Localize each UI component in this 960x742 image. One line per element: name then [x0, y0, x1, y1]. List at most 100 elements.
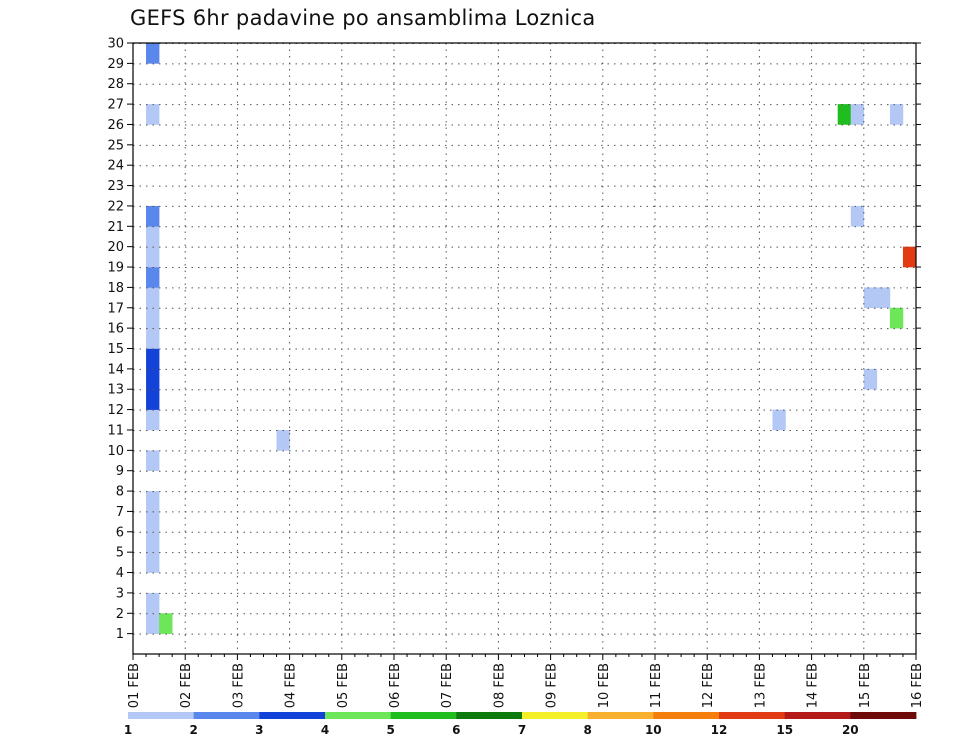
heatmap-cell	[146, 491, 160, 512]
y-tick-label: 21	[107, 220, 124, 235]
y-tick-label: 28	[107, 77, 124, 92]
heatmap-cell	[863, 368, 878, 390]
heatmap-cell	[146, 531, 160, 553]
heatmap-cells	[146, 43, 917, 634]
y-tick-label: 30	[107, 37, 124, 52]
legend-label: 10	[645, 723, 662, 737]
y-tick-label: 3	[116, 586, 124, 601]
legend-color-swatch	[259, 712, 326, 719]
heatmap-cell	[146, 409, 160, 431]
heatmap-cell	[889, 307, 904, 329]
heatmap-cell	[146, 511, 160, 533]
x-tick-label: 10 FEB	[597, 663, 612, 708]
y-tick-label: 12	[107, 403, 124, 418]
legend-color-swatch	[653, 712, 720, 719]
legend-label: 1	[124, 723, 132, 737]
legend-label: 7	[518, 723, 526, 737]
heatmap-cell	[876, 287, 891, 309]
heatmap-cell	[146, 104, 160, 125]
heatmap-cell	[146, 613, 160, 634]
y-tick-label: 14	[107, 362, 124, 377]
x-tick-label: 13 FEB	[753, 663, 768, 708]
legend-color-swatch	[193, 712, 260, 719]
y-tick-label: 20	[107, 240, 124, 255]
legend-color-swatch	[587, 712, 654, 719]
legend-label: 5	[387, 723, 395, 737]
x-tick-label: 11 FEB	[649, 663, 664, 708]
y-tick-label: 27	[107, 98, 124, 113]
y-tick-label: 17	[107, 301, 124, 316]
heatmap-cell	[850, 205, 865, 227]
y-tick-label: 10	[107, 444, 124, 459]
y-tick-label: 7	[116, 505, 124, 520]
y-tick-label: 1	[116, 627, 124, 642]
y-tick-label: 15	[107, 342, 124, 357]
y-tick-label: 13	[107, 383, 124, 398]
heatmap-cell	[863, 287, 878, 309]
legend-color-swatch	[719, 712, 786, 719]
heatmap-cell	[146, 246, 160, 268]
x-tick-label: 12 FEB	[701, 663, 716, 708]
heatmap-cell	[889, 104, 904, 125]
chart-title: GEFS 6hr padavine po ansamblima Loznica	[130, 6, 596, 30]
legend-color-swatch	[522, 712, 589, 719]
y-tick-label: 24	[107, 159, 124, 174]
heatmap-cell	[146, 226, 160, 247]
y-tick-label: 26	[107, 118, 124, 133]
heatmap-cell	[837, 104, 852, 125]
heatmap-cell	[850, 104, 865, 125]
y-tick-label: 22	[107, 199, 124, 214]
x-tick-label: 08 FEB	[492, 663, 507, 708]
x-tick-label: 06 FEB	[388, 663, 403, 708]
heatmap-cell	[146, 328, 160, 349]
x-tick-label: 07 FEB	[440, 663, 455, 708]
x-tick-label: 04 FEB	[284, 663, 299, 708]
heatmap-cell	[146, 205, 160, 227]
x-tick-label: 03 FEB	[231, 663, 246, 708]
heatmap-cell	[146, 348, 160, 370]
y-tick-label: 16	[107, 322, 124, 337]
heatmap-cell	[146, 287, 160, 309]
grid	[133, 43, 916, 654]
y-tick-label: 29	[107, 57, 124, 72]
legend-label: 12	[711, 723, 728, 737]
legend-color-swatch	[456, 712, 523, 719]
heatmap-cell	[146, 307, 160, 329]
legend-label: 3	[255, 723, 263, 737]
legend-label: 2	[190, 723, 198, 737]
heatmap-cell	[146, 450, 160, 471]
legend-color-swatch	[850, 712, 917, 719]
legend-color-swatch	[390, 712, 457, 719]
legend-label: 6	[452, 723, 460, 737]
legend-color-swatch	[325, 712, 392, 719]
legend-color-swatch	[784, 712, 851, 719]
legend-color-swatch	[128, 712, 195, 719]
heatmap-cell	[146, 592, 160, 614]
x-tick-label: 14 FEB	[806, 663, 821, 708]
y-tick-label: 19	[107, 261, 124, 276]
x-tick-label: 15 FEB	[858, 663, 873, 708]
legend-label: 4	[321, 723, 329, 737]
x-tick-label: 16 FEB	[910, 663, 925, 708]
heatmap-cell	[146, 43, 160, 64]
x-tick-label: 05 FEB	[336, 663, 351, 708]
heatmap-cell	[146, 552, 160, 573]
heatmap-cell	[276, 429, 290, 451]
heatmap-cell	[146, 368, 160, 390]
x-tick-label: 02 FEB	[179, 663, 194, 708]
x-tick-label: 09 FEB	[545, 663, 560, 708]
heatmap-cell	[772, 409, 786, 431]
legend-label: 15	[776, 723, 793, 737]
y-tick-label: 5	[116, 546, 124, 561]
y-tick-label: 25	[107, 138, 124, 153]
heatmap-cell	[902, 246, 917, 268]
legend-label: 8	[584, 723, 592, 737]
heatmap-cell	[159, 613, 173, 634]
y-tick-label: 23	[107, 179, 124, 194]
x-tick-label: 01 FEB	[127, 663, 142, 708]
heatmap-cell	[146, 267, 160, 288]
y-tick-label: 18	[107, 281, 124, 296]
legend-label: 20	[842, 723, 859, 737]
y-tick-label: 8	[116, 485, 124, 500]
